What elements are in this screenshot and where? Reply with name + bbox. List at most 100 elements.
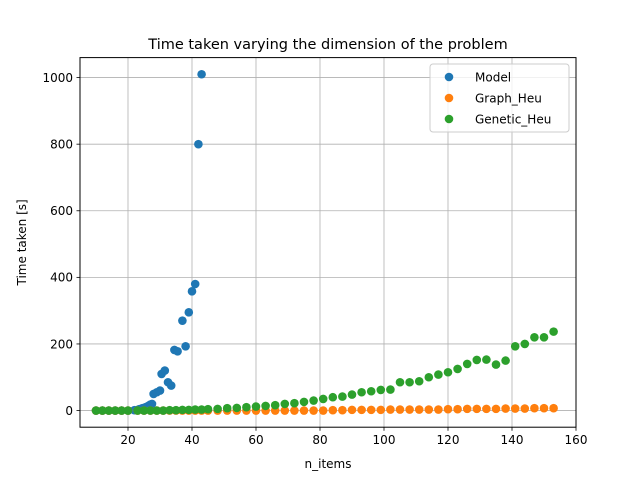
y-tick-label: 800 [50, 137, 73, 151]
genetic-heu-point [549, 327, 558, 336]
genetic-heu-point [501, 356, 510, 365]
graph-heu-point [472, 404, 482, 414]
model-point [160, 366, 170, 375]
genetic-heu-point [242, 402, 251, 412]
genetic-heu-point [158, 406, 168, 415]
genetic-heu-point [530, 332, 539, 342]
genetic-heu-point [222, 403, 232, 413]
x-tick-label: 40 [184, 433, 199, 447]
model-point [147, 399, 157, 409]
x-tick-label: 20 [120, 433, 135, 447]
graph-heu-point [453, 404, 462, 414]
genetic-heu-point [290, 398, 299, 408]
genetic-heu-point [178, 405, 187, 415]
genetic-heu-point [133, 406, 142, 415]
genetic-heu-point [338, 392, 347, 401]
x-axis-label: n_items [305, 457, 352, 471]
graph-heu-point [549, 403, 558, 413]
genetic-heu-point [405, 377, 414, 387]
genetic-heu-point [213, 404, 222, 414]
graph-heu-point [357, 405, 366, 415]
y-tick-label: 1000 [42, 71, 73, 85]
model-point [184, 308, 194, 317]
model-point [178, 316, 187, 325]
genetic-heu-point [309, 396, 318, 405]
model-point [166, 381, 176, 390]
genetic-heu-point [251, 402, 261, 411]
genetic-heu-point [414, 376, 424, 386]
x-tick-label: 140 [501, 433, 524, 447]
y-tick-label: 600 [50, 204, 73, 218]
genetic-heu-point [197, 405, 206, 414]
graph-heu-point [338, 405, 347, 415]
genetic-heu-point [123, 406, 133, 415]
graph-heu-point [347, 405, 357, 415]
model-point [187, 287, 197, 296]
genetic-heu-point [165, 405, 174, 415]
graph-heu-point [280, 406, 290, 415]
graph-heu-point [299, 406, 309, 415]
genetic-heu-point [139, 406, 149, 415]
genetic-heu-point [453, 364, 462, 374]
genetic-heu-point [539, 332, 549, 342]
graph-heu-point [491, 404, 501, 414]
y-tick-label: 0 [65, 404, 73, 418]
graph-heu-point [309, 406, 318, 415]
legend-marker-graph-heu [444, 93, 454, 103]
graph-heu-point [424, 405, 434, 414]
graph-heu-point [520, 404, 530, 413]
model-point [173, 346, 182, 356]
legend-label-genetic-heu: Genetic_Heu [475, 112, 551, 126]
genetic-heu-point [395, 377, 405, 387]
genetic-heu-point [232, 403, 242, 413]
model-point [181, 341, 190, 351]
x-tick-label: 60 [248, 433, 263, 447]
genetic-heu-point [491, 360, 501, 369]
legend-label-model: Model [475, 70, 511, 84]
graph-heu-point [510, 404, 520, 413]
model-point [190, 279, 200, 289]
legend-marker-genetic-heu [444, 114, 454, 124]
genetic-heu-point [270, 400, 280, 410]
genetic-heu-point [424, 372, 434, 382]
legend: Model Graph_Heu Genetic_Heu [429, 63, 570, 133]
chart-title: Time taken varying the dimension of the … [147, 37, 507, 53]
genetic-heu-point [347, 390, 357, 399]
genetic-heu-point [462, 359, 472, 369]
y-tick-label: 400 [50, 271, 73, 285]
model-point [155, 386, 165, 395]
genetic-heu-point [376, 385, 386, 395]
genetic-heu-point [510, 341, 520, 351]
genetic-heu-point [117, 406, 126, 415]
graph-heu-point [501, 404, 510, 413]
graph-heu-point [318, 406, 328, 415]
genetic-heu-point [98, 406, 107, 415]
genetic-heu-point [184, 405, 194, 415]
graph-heu-point [443, 404, 453, 414]
legend-marker-model [444, 72, 454, 82]
genetic-heu-point [366, 386, 376, 396]
plot-frame [79, 57, 577, 428]
genetic-heu-point [520, 339, 530, 349]
graph-heu-point [395, 405, 405, 414]
genetic-heu-point [472, 355, 482, 365]
graph-heu-point [530, 403, 539, 413]
y-axis-label: Time taken [s] [15, 199, 29, 286]
graph-heu-point [539, 403, 549, 413]
genetic-heu-point [91, 406, 101, 415]
graph-heu-point [290, 406, 299, 415]
genetic-heu-point [190, 405, 200, 414]
genetic-heu-point [152, 406, 162, 415]
graph-heu-point [414, 405, 424, 414]
graph-heu-point [482, 404, 491, 414]
graph-heu-point [386, 405, 395, 414]
genetic-heu-point [146, 406, 155, 415]
genetic-heu-point [280, 399, 290, 409]
model-point [194, 139, 203, 149]
graph-heu-point [434, 405, 443, 414]
genetic-heu-point [318, 394, 328, 404]
y-tick-label: 200 [50, 337, 73, 351]
graph-heu-point [405, 405, 414, 414]
